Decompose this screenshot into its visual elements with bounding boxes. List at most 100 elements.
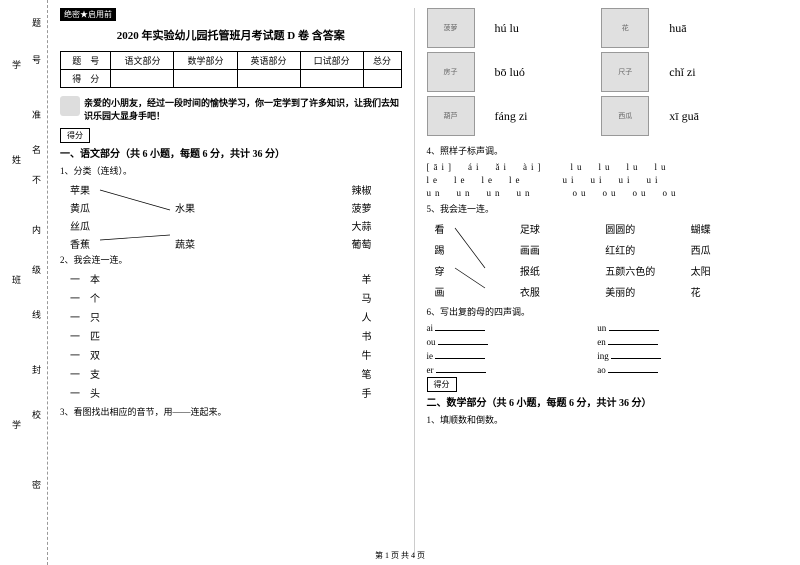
pair-row: 一 匹书 <box>60 326 402 345</box>
connect-item: 五颜六色的 <box>597 260 682 281</box>
syllable: ie <box>427 351 434 361</box>
question-text: 1、分类（连线）。 <box>60 164 402 177</box>
pair-right: 书 <box>362 328 372 343</box>
tone-line: [āi] ái ǎi ài] lu lu lu lu <box>427 160 769 173</box>
blank-line <box>608 363 658 373</box>
fill-row: ou en <box>427 335 769 347</box>
image-placeholder: 房子 <box>427 52 475 92</box>
table-cell: 数学部分 <box>174 52 237 70</box>
syllable: ao <box>597 365 606 375</box>
pair-left: 一 匹 <box>70 328 100 343</box>
pair-right: 人 <box>362 309 372 324</box>
pair-row: 一 头手 <box>60 383 402 402</box>
blank-line <box>435 349 485 359</box>
connect-item: 足球 <box>512 218 597 239</box>
mascot-icon <box>60 96 80 116</box>
connect-col: 足球 画画 报纸 衣服 <box>512 218 597 302</box>
score-box: 得分 <box>60 128 90 143</box>
connect-exercise: 苹果 黄瓜 丝瓜 香蕉 水果 蔬菜 辣椒 菠萝 大蒜 葡萄 <box>60 180 402 250</box>
table-cell <box>237 70 300 88</box>
connect-item: 太阳 <box>683 260 768 281</box>
connect-item: 大蒜 <box>352 218 372 233</box>
fill-row: ie ing <box>427 349 769 361</box>
intro-block: 亲爱的小朋友，经过一段时间的愉快学习，你一定学到了许多知识，让我们去知识乐园大显… <box>60 96 402 122</box>
fill-item: er <box>427 363 598 375</box>
table-cell <box>363 70 401 88</box>
connection-lines <box>60 180 400 250</box>
tone-line: le le le le ui ui ui ui <box>427 173 769 186</box>
pair-left: 一 个 <box>70 290 100 305</box>
question-text: 6、写出复韵母的四声调。 <box>427 305 769 318</box>
margin-text: 准 <box>30 110 43 119</box>
page-footer: 第 1 页 共 4 页 <box>0 550 800 561</box>
margin-text: 名 <box>30 145 43 154</box>
margin-text: 学 <box>10 60 23 69</box>
connect-item: 西瓜 <box>683 239 768 260</box>
blank-line <box>609 321 659 331</box>
fill-item: ing <box>597 349 768 361</box>
score-table: 题 号 语文部分 数学部分 英语部分 口试部分 总分 得 分 <box>60 51 402 88</box>
connect-item: 蔬菜 <box>175 236 195 251</box>
table-cell <box>111 70 174 88</box>
table-cell <box>174 70 237 88</box>
connect-item: 葡萄 <box>352 236 372 251</box>
tone-line: un un un un ou ou ou ou <box>427 186 769 199</box>
syllable: er <box>427 365 434 375</box>
pair-row: 一 本羊 <box>60 269 402 288</box>
fill-row: er ao <box>427 363 769 375</box>
pair-left: 一 本 <box>70 271 100 286</box>
exam-title: 2020 年实验幼儿园托管班月考试题 D 卷 含答案 <box>60 27 402 43</box>
confidential-bar: 绝密★启用前 <box>60 8 116 21</box>
blank-line <box>611 349 661 359</box>
pair-left: 一 支 <box>70 366 100 381</box>
table-row: 题 号 语文部分 数学部分 英语部分 口试部分 总分 <box>61 52 402 70</box>
connect-item: 菠萝 <box>352 200 372 215</box>
connect-columns: 看 踢 穿 画 足球 画画 报纸 衣服 圆圆的 红红的 五颜六色的 美丽的 蝴蝶… <box>427 218 769 302</box>
pair-row: 一 个马 <box>60 288 402 307</box>
table-cell: 得 分 <box>61 70 111 88</box>
connect-col: 看 踢 穿 画 <box>427 218 512 302</box>
margin-text: 线 <box>30 310 43 319</box>
syllable: ai <box>427 323 434 333</box>
image-placeholder: 尺子 <box>601 52 649 92</box>
blank-line <box>435 321 485 331</box>
margin-text: 题 <box>30 18 43 27</box>
connect-item: 踢 <box>427 239 512 260</box>
connect-item: 水果 <box>175 200 195 215</box>
pair-right: 手 <box>362 385 372 400</box>
fill-row: ai un <box>427 321 769 333</box>
table-row: 得 分 <box>61 70 402 88</box>
fill-item: en <box>597 335 768 347</box>
pair-right: 笔 <box>362 366 372 381</box>
blank-line <box>436 363 486 373</box>
pair-left: 一 头 <box>70 385 100 400</box>
connect-item: 丝瓜 <box>70 218 90 233</box>
image-placeholder: 西瓜 <box>601 96 649 136</box>
pair-left: 一 双 <box>70 347 100 362</box>
table-cell: 英语部分 <box>237 52 300 70</box>
blank-line <box>438 335 488 345</box>
margin-text: 封 <box>30 365 43 374</box>
margin-text: 级 <box>30 265 43 274</box>
connect-item: 黄瓜 <box>70 200 90 215</box>
pinyin-grid: 菠萝 hú lu 花 huā 房子 bō luó 尺子 chǐ zi 葫芦 fá… <box>427 8 769 136</box>
margin-text: 号 <box>30 55 43 64</box>
fill-item: ai <box>427 321 598 333</box>
connect-item: 红红的 <box>597 239 682 260</box>
fill-item: ao <box>597 363 768 375</box>
fill-item: un <box>597 321 768 333</box>
margin-text: 不 <box>30 175 43 184</box>
connect-item: 衣服 <box>512 281 597 302</box>
table-cell <box>300 70 363 88</box>
image-placeholder: 花 <box>601 8 649 48</box>
margin-text: 密 <box>30 480 43 489</box>
score-box: 得分 <box>427 377 457 392</box>
page-container: 绝密★启用前 2020 年实验幼儿园托管班月考试题 D 卷 含答案 题 号 语文… <box>0 0 800 565</box>
connect-item: 苹果 <box>70 182 90 197</box>
table-cell: 题 号 <box>61 52 111 70</box>
margin-text: 校 <box>30 410 43 419</box>
pinyin-text: bō luó <box>495 65 594 80</box>
margin-text: 姓 <box>10 155 23 164</box>
fill-item: ou <box>427 335 598 347</box>
connect-item: 蝴蝶 <box>683 218 768 239</box>
